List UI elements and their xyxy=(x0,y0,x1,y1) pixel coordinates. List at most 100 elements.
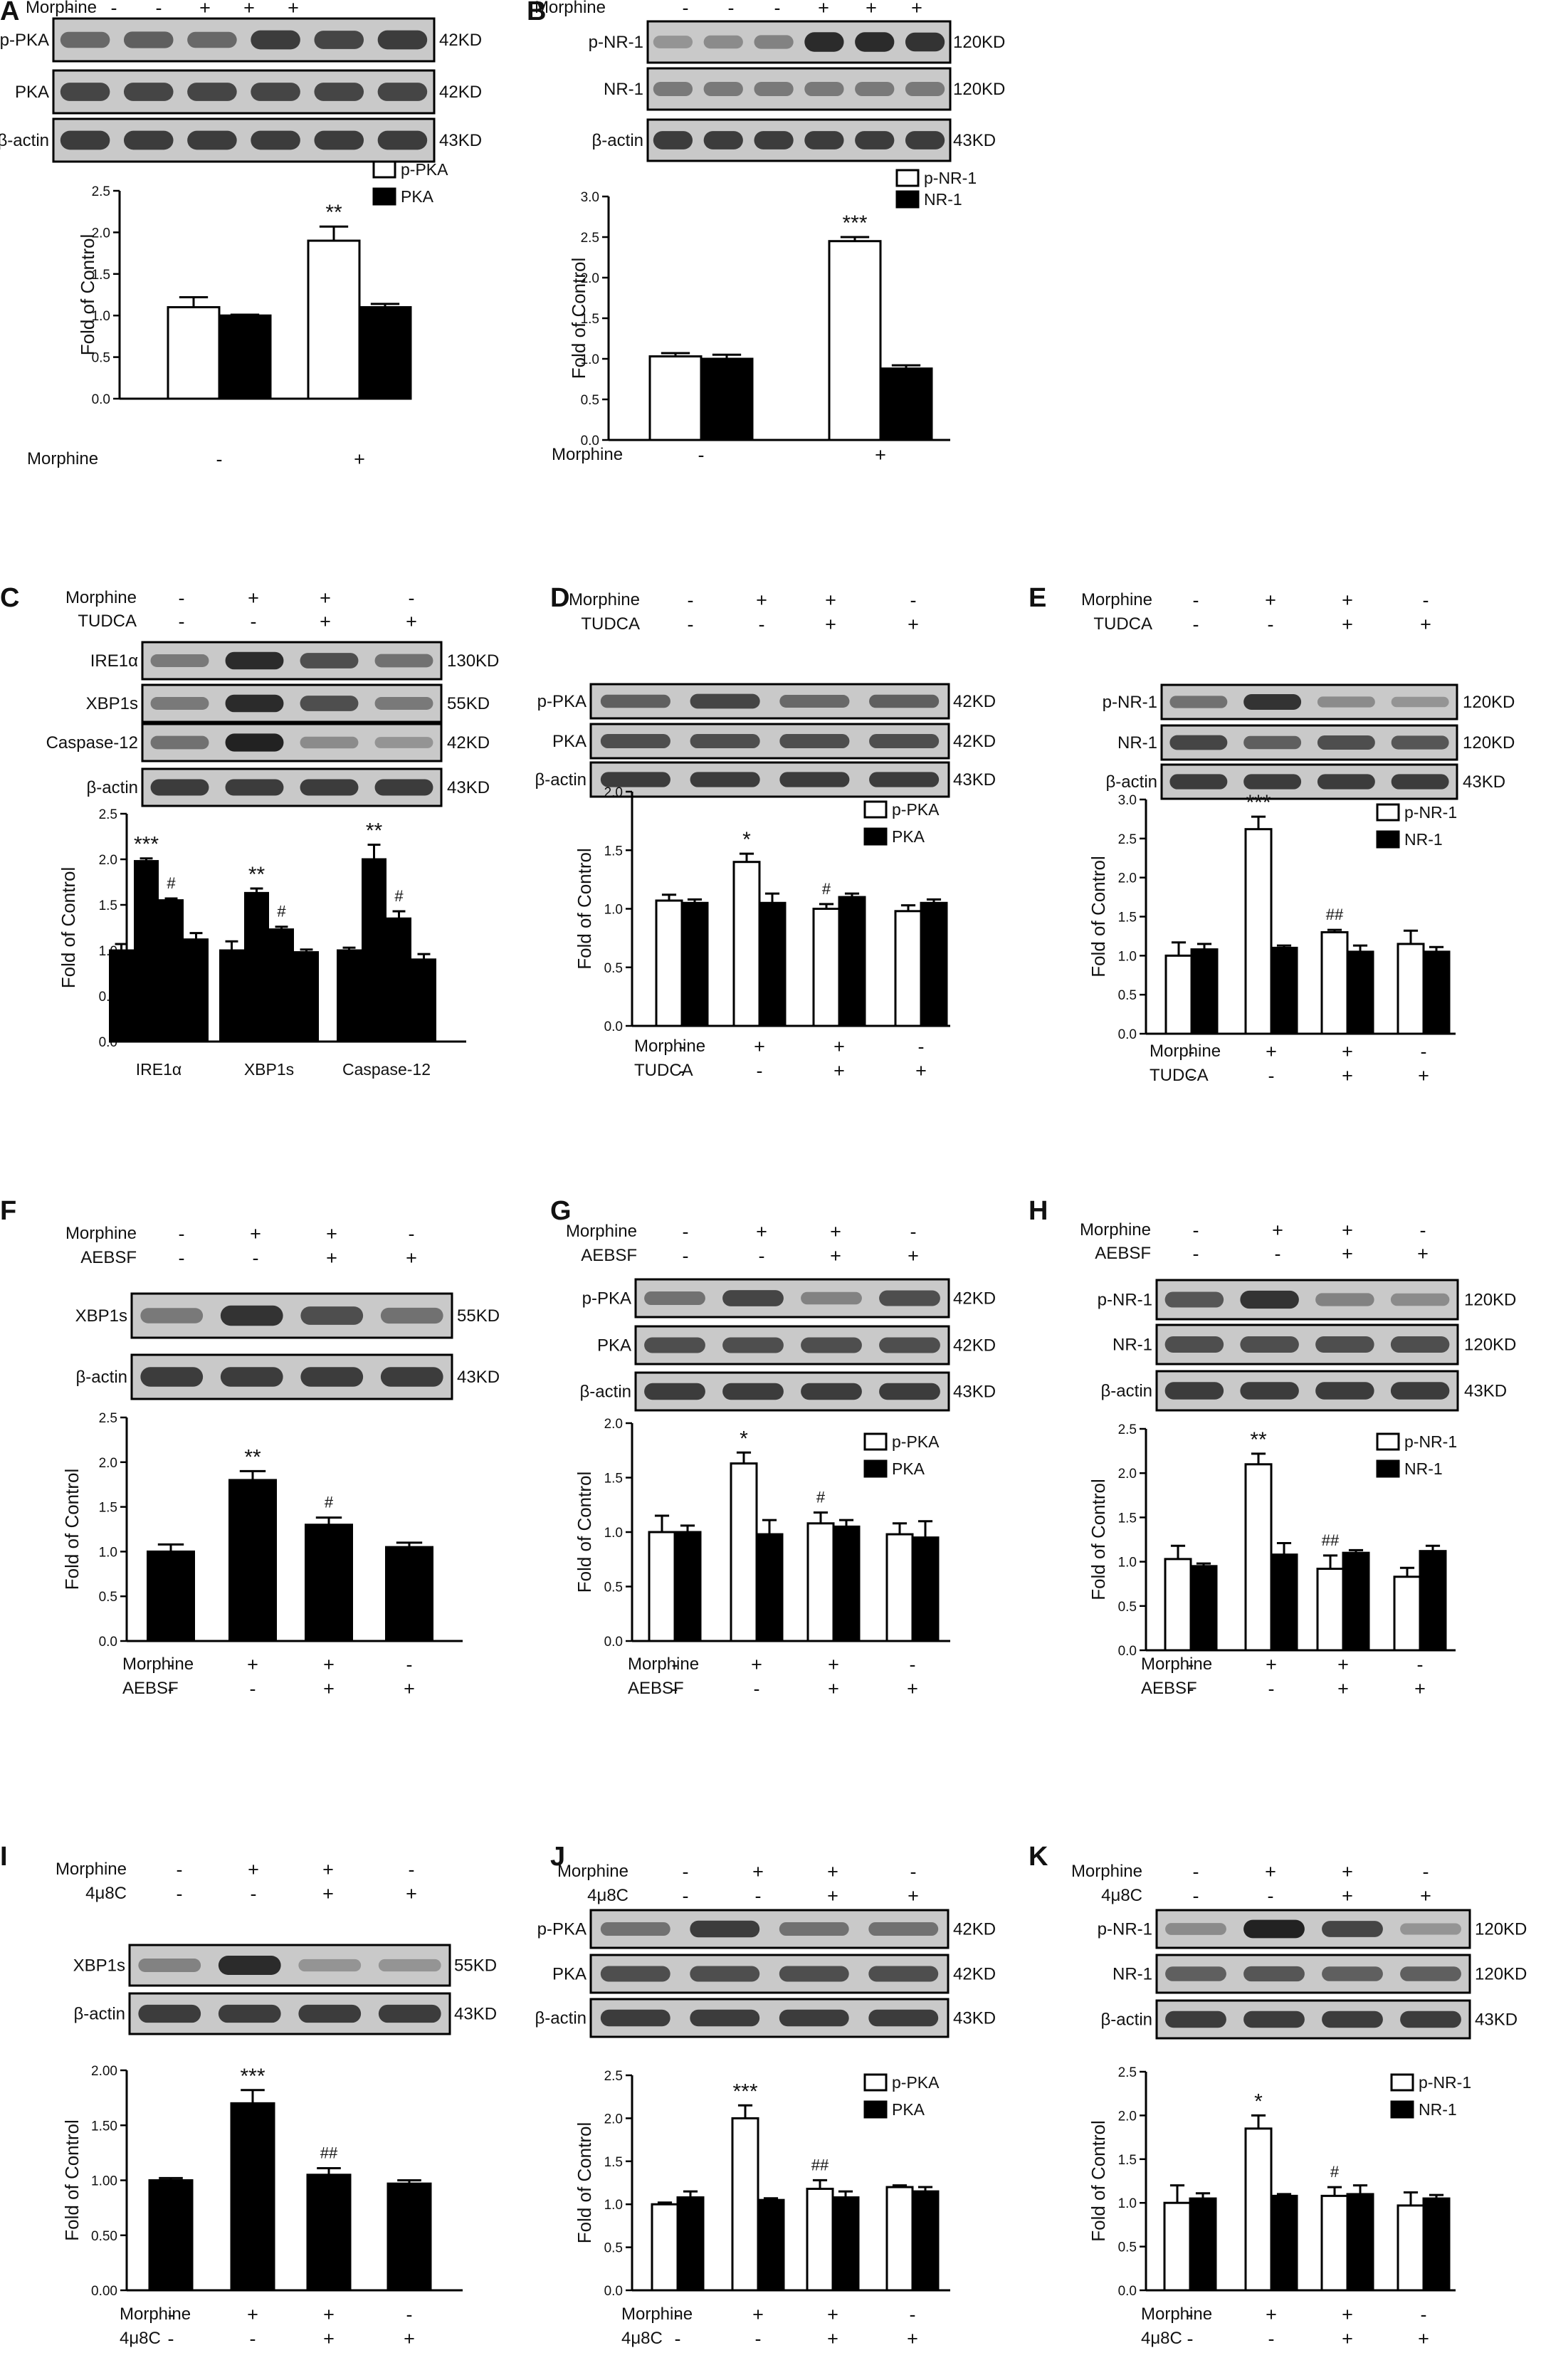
significance-label: *** xyxy=(240,2065,265,2088)
x-treatment-sign: - xyxy=(675,2304,681,2325)
blot-row: p-NR-1 120KD xyxy=(1103,683,1515,720)
blot-band xyxy=(218,2004,281,2023)
blot-band xyxy=(779,695,850,708)
blot-row-label: IRE1α xyxy=(90,651,138,671)
x-treatment-table: Morphine- + + -4μ8C - - + + xyxy=(621,2304,918,2349)
treatment-sign: + xyxy=(199,0,211,19)
treatment-sign: + xyxy=(818,0,829,19)
y-tick-label: 0.5 xyxy=(1118,988,1137,1003)
blot-row: p-PKA 42KD xyxy=(537,683,996,720)
blot-band xyxy=(722,1337,784,1353)
bar xyxy=(1397,2204,1425,2292)
blot-band xyxy=(1240,1336,1299,1353)
treatment-sign: - xyxy=(759,1245,765,1267)
legend-swatch xyxy=(1390,2100,1414,2119)
blot-band xyxy=(600,734,670,748)
treatment-label-morphine: Morphine xyxy=(566,1222,637,1241)
y-tick-label: 2.5 xyxy=(1118,1422,1137,1437)
blot-band xyxy=(703,131,743,150)
x-treatment-sign: - xyxy=(1417,1654,1424,1675)
blot-row-size: 120KD xyxy=(1464,1336,1516,1355)
x-treatment-sign: + xyxy=(751,1654,762,1675)
x-treatment-sign: - xyxy=(168,2304,174,2325)
x-treatment-sign: - xyxy=(406,2304,413,2325)
y-tick-label: 0.5 xyxy=(604,961,623,976)
chart-legend: p-PKA PKA xyxy=(863,2073,940,2119)
x-treatment-sign: + xyxy=(828,1678,839,1699)
blot-band xyxy=(1391,774,1449,790)
bar xyxy=(1270,2194,1298,2292)
treatment-sign: + xyxy=(1342,614,1353,635)
blot-band xyxy=(300,1367,364,1387)
x-treatment-label: Morphine xyxy=(1141,1655,1212,1674)
blot-band xyxy=(1390,1382,1450,1400)
legend-label: NR-1 xyxy=(1419,2100,1457,2119)
chart-bars: *** xyxy=(648,211,933,441)
y-tick-label: 2.0 xyxy=(99,1456,117,1471)
y-tick-label: 1.0 xyxy=(1118,1556,1137,1571)
bar xyxy=(230,2102,275,2292)
x-treatment-sign: - xyxy=(250,2328,256,2349)
y-tick-label: 0.0 xyxy=(1118,2284,1137,2299)
bar xyxy=(1189,1565,1218,1652)
bar xyxy=(385,1546,433,1642)
legend-swatch xyxy=(863,2073,888,2092)
y-tick-label: 2.5 xyxy=(99,1411,117,1426)
y-tick-label: 0.0 xyxy=(1118,1644,1137,1659)
blot-band xyxy=(690,693,760,709)
x-treatment-sign: - xyxy=(1188,1654,1194,1675)
bar xyxy=(109,949,134,1043)
bar xyxy=(148,2179,194,2292)
y-tick-label: 1.5 xyxy=(92,268,110,283)
x-treatment-sign: + xyxy=(1337,1678,1349,1699)
chart-legend: p-PKA PKA xyxy=(372,160,448,206)
blot-row-label: β-actin xyxy=(1106,772,1158,792)
treatment-label-48c: 4μ8C xyxy=(85,1884,127,1903)
treatment-sign: + xyxy=(288,0,299,19)
y-axis-label: Fold of Control xyxy=(61,2119,83,2241)
blot-band xyxy=(905,131,945,150)
blot-band xyxy=(1317,774,1375,790)
panel-letter: E xyxy=(1029,583,1046,613)
bar xyxy=(730,1462,758,1642)
x-treatment-sign: - xyxy=(1187,2328,1194,2349)
treatment-sign: - xyxy=(910,1861,917,1882)
treatment-sign: - xyxy=(1423,1861,1429,1882)
blot-row: NR-1 120KD xyxy=(1113,1954,1527,1994)
chart-bars: ** # xyxy=(147,1445,433,1642)
y-axis-label: Fold of Control xyxy=(61,1469,83,1590)
blot-band xyxy=(1169,696,1228,708)
blot-band xyxy=(298,2004,362,2023)
blot-band xyxy=(123,83,174,101)
x-treatment-sign: + xyxy=(1418,2328,1429,2349)
blot-row-size: 130KD xyxy=(447,651,499,671)
treatment-sign: + xyxy=(1342,589,1353,611)
blot-row: XBP1s 55KD xyxy=(75,1292,500,1339)
blot-band xyxy=(225,733,284,752)
bar xyxy=(337,949,362,1043)
y-axis-label: Fold of Control xyxy=(1088,856,1109,977)
blot-band xyxy=(374,654,433,668)
treatment-sign: - xyxy=(683,1885,689,1907)
blot-band xyxy=(1315,1382,1374,1400)
blot-band xyxy=(779,1966,849,1982)
treatment-sign: + xyxy=(243,0,255,19)
blot-row-size: 42KD xyxy=(447,733,490,753)
blot-band xyxy=(138,1959,201,1972)
blot-band xyxy=(187,31,237,48)
blot-band xyxy=(905,81,945,97)
x-treatment-sign: - xyxy=(910,2304,916,2325)
blot-band xyxy=(722,1383,784,1400)
blot-row-label: p-NR-1 xyxy=(1098,1291,1152,1310)
x-treatment-table: Morphine- + + -AEBSF- - + + xyxy=(122,1654,415,1699)
x-treatment-sign: - xyxy=(1268,2328,1275,2349)
blot-band xyxy=(1315,1293,1374,1306)
blot-band xyxy=(855,131,895,150)
treatment-sign: - xyxy=(1193,1861,1199,1882)
x-treatment-sign: - xyxy=(679,1036,685,1057)
significance-label: ## xyxy=(1326,906,1344,923)
chart-axes: 0.0 0.5 1.0 1.5 2.0 2.5 Fold of Control xyxy=(1088,1422,1456,1659)
treatment-sign: + xyxy=(830,1245,841,1267)
